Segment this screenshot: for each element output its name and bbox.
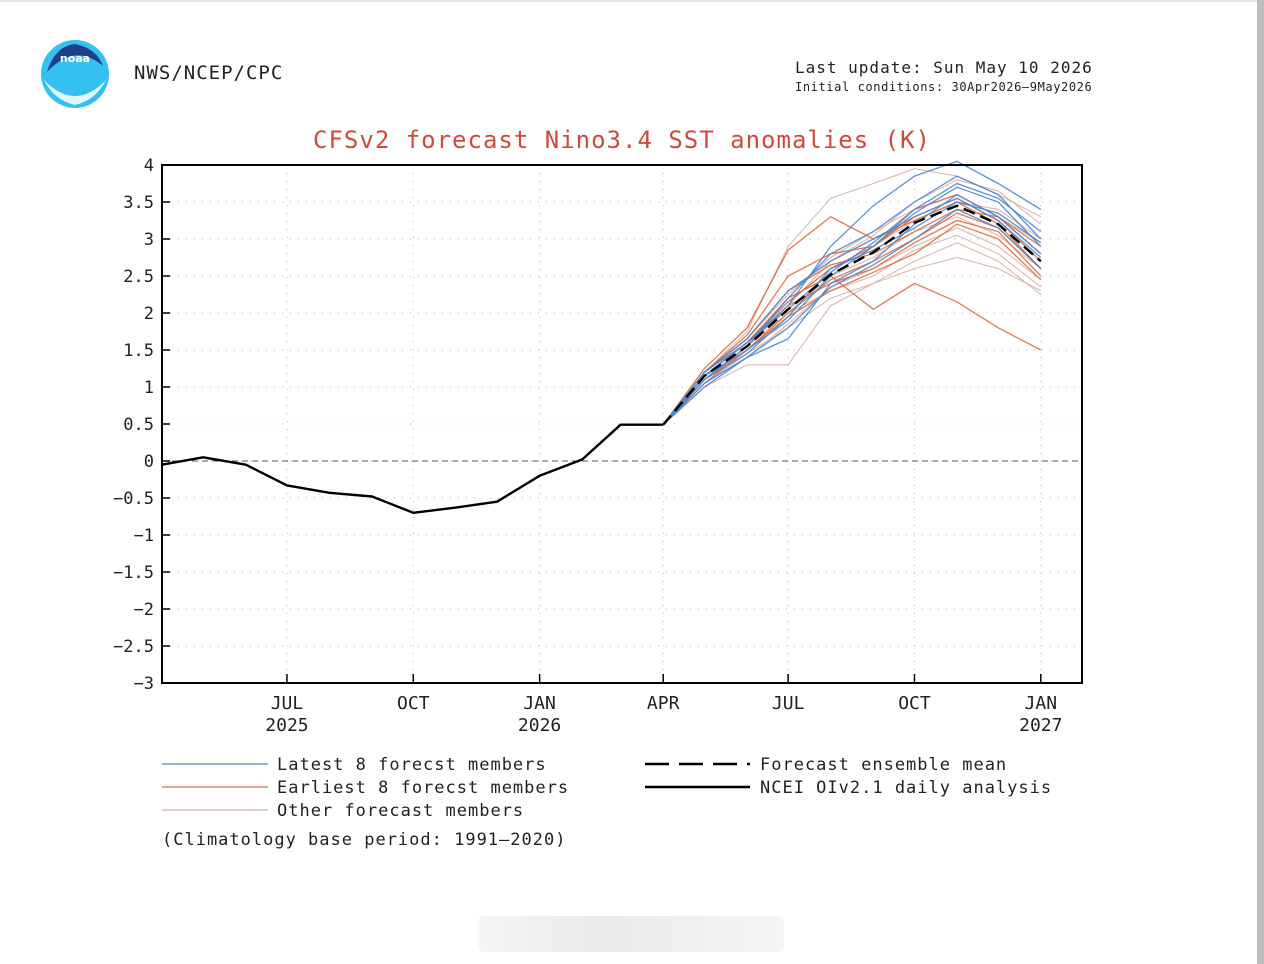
agency-label: NWS/NCEP/CPC [134,62,284,84]
forecast-member-latest-line [662,160,1042,426]
y-tick-label: 1.5 [123,341,154,361]
y-tick-label: 3.5 [123,193,154,213]
forecast-member-latest-line [662,193,1042,426]
y-axis: 4 3.5 3 2.5 2 1.5 1 0.5 0 −0.5 −1 −1.5 −2 −2.5 −3 [113,156,170,694]
forecast-member-other-line [662,242,1042,426]
y-tick-label: 3 [144,230,154,250]
forecast-member-latest-line [662,201,1042,426]
series-group-latest-members [662,160,1042,426]
legend: Latest 8 forecst members Earliest 8 fore… [162,755,1052,850]
x-tick-year-label: 2026 [518,715,561,736]
y-tick-label: 4 [144,156,154,176]
forecast-member-other-line [662,234,1042,426]
forecast-member-earliest-line [662,201,1042,426]
forecast-member-earliest-line [662,275,1042,426]
y-tick-label: 0.5 [123,415,154,435]
y-tick-label: 2 [144,304,154,324]
x-tick-year-label: 2025 [265,715,308,736]
forecast-member-latest-line [662,186,1042,426]
watermark-blur [478,916,784,952]
x-tick-label: APR [647,693,680,714]
legend-label-mean: Forecast ensemble mean [760,755,1007,775]
forecast-member-latest-line [662,182,1042,426]
y-tick-label: 1 [144,378,154,398]
forecast-member-other-line [662,201,1042,426]
forecast-member-earliest-line [662,219,1042,426]
series-group-main [161,204,1042,514]
frame-top-border [0,0,1264,2]
forecast-member-other-line [662,256,1042,426]
x-tick-label: OCT [397,693,430,714]
x-tick-label: JAN [1025,693,1058,714]
forecast-member-latest-line [662,197,1042,426]
analysis-line [161,423,664,514]
y-tick-label: −2.5 [113,637,154,657]
climatology-footnote: (Climatology base period: 1991–2020) [162,830,566,850]
initial-conditions-text: Initial conditions: 30Apr2026–9May2026 [795,80,1093,94]
y-tick-label: −3 [134,674,154,694]
x-tick-year-label: 2027 [1019,715,1062,736]
forecast-member-earliest-line [662,197,1042,426]
y-tick-label: −0.5 [113,489,154,509]
series-group-other-members [662,168,1042,426]
y-tick-label: 2.5 [123,267,154,287]
chart-title: CFSv2 forecast Nino3.4 SST anomalies (K) [313,126,931,154]
x-tick-label: JAN [523,693,556,714]
forecast-member-earliest-line [662,208,1042,426]
legend-label-other: Other forecast members [277,801,524,821]
forecast-member-earliest-line [662,212,1042,426]
legend-label-analysis: NCEI OIv2.1 daily analysis [760,778,1052,798]
x-tick-label: JUL [772,693,805,714]
y-tick-label: −1 [134,526,154,546]
ensemble-mean-line [662,204,1042,426]
frame-right-border [1257,0,1264,964]
last-update-text: Last update: Sun May 10 2026 [795,58,1093,77]
legend-label-earliest: Earliest 8 forecst members [277,778,569,798]
y-tick-label: −1.5 [113,563,154,583]
x-tick-label: JUL [271,693,304,714]
y-tick-label: 0 [144,452,154,472]
forecast-member-earliest-line [662,223,1042,426]
y-tick-label: −2 [134,600,154,620]
noaa-logo: noaa [41,40,109,108]
x-tick-label: OCT [898,693,931,714]
forecast-member-latest-line [662,208,1042,426]
noaa-logo-text: noaa [60,52,90,65]
legend-label-latest: Latest 8 forecst members [277,755,547,775]
